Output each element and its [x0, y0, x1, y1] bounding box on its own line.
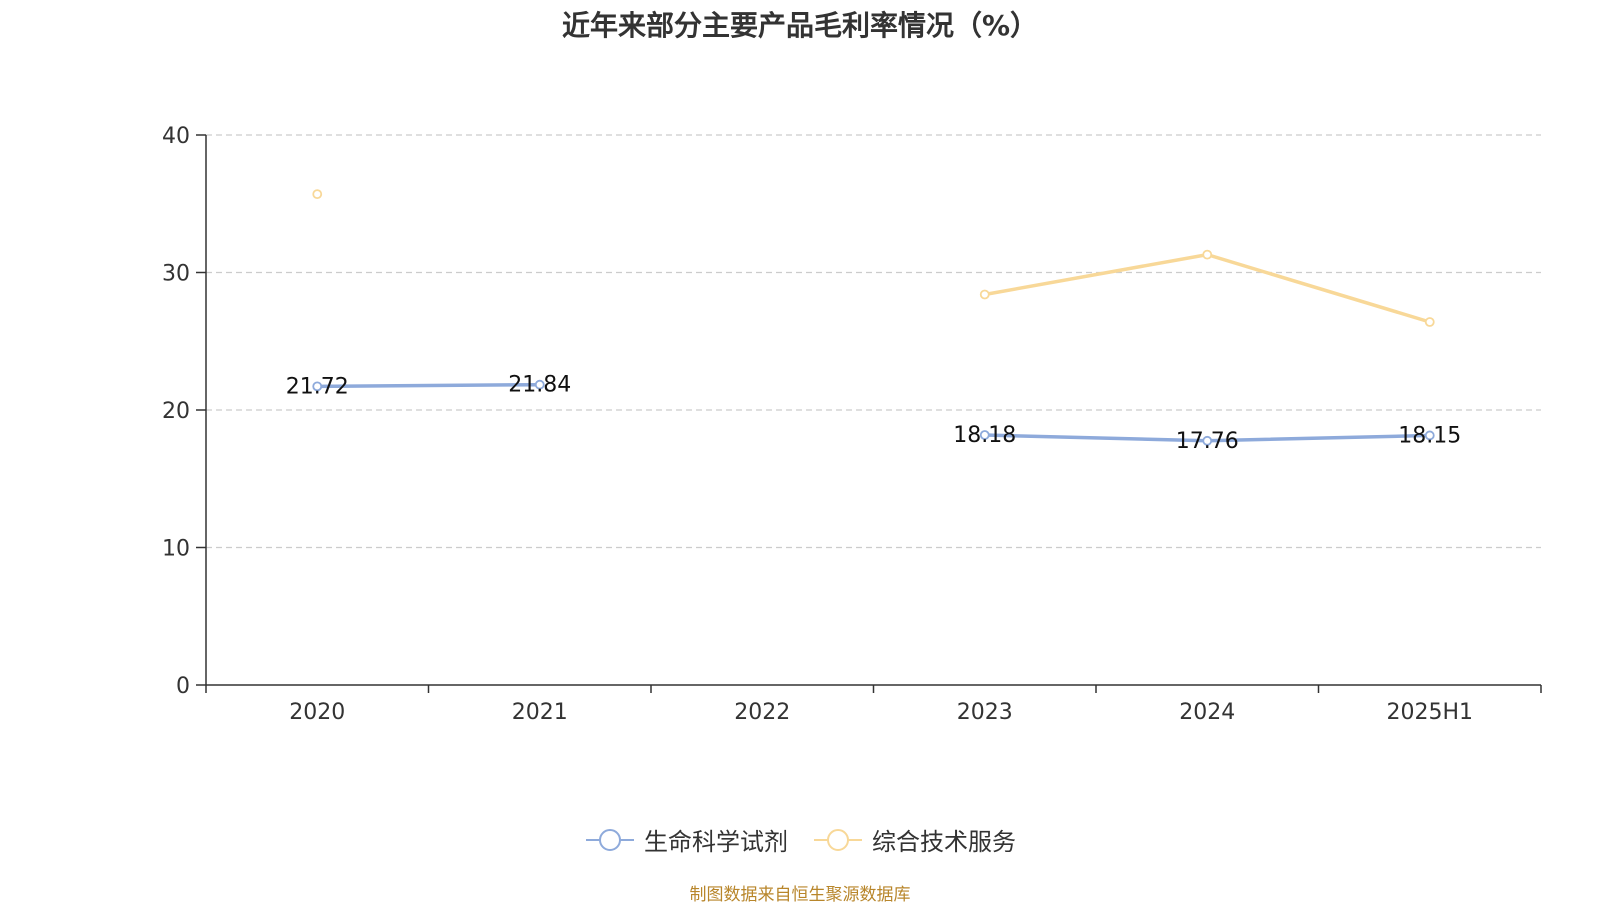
data-point [979, 289, 990, 300]
x-tick-label: 2024 [1179, 700, 1235, 725]
legend-item-technical-services[interactable]: 综合技术服务 [812, 822, 1016, 857]
data-label: 21.72 [286, 374, 349, 399]
series [312, 189, 1435, 446]
data-point [1424, 430, 1435, 441]
data-point [1424, 317, 1435, 327]
data-labels: 21.72 21.84 18.18 17.76 18.15 [286, 373, 1461, 454]
data-label: 18.18 [953, 423, 1016, 448]
source-note: 制图数据来自恒生聚源数据库 [689, 885, 911, 905]
data-point [534, 379, 545, 390]
chart-title: 近年来部分主要产品毛利率情况（%） [561, 9, 1039, 42]
series-line [984, 252, 1431, 324]
legend-line-circle-icon [814, 828, 862, 851]
y-tick-label: 20 [162, 399, 190, 424]
line-chart: 0 10 20 30 40 2020 2021 2022 2023 2024 2025H1 21.7… [162, 124, 1542, 725]
x-tick-label: 2025H1 [1386, 700, 1473, 725]
axes: 0 10 20 30 40 2020 2021 2022 2023 2024 2025H1 [162, 124, 1542, 725]
x-tick-label: 2022 [734, 700, 790, 725]
gridlines [206, 134, 1541, 549]
legend-label: 生命科学试剂 [644, 828, 788, 856]
data-point [979, 430, 990, 440]
legend: 生命科学试剂 综合技术服务 [0, 822, 1600, 857]
data-point [312, 189, 323, 200]
data-point [312, 381, 323, 392]
x-tick-label: 2021 [512, 700, 568, 725]
data-label: 21.84 [508, 373, 571, 398]
legend-line-circle-icon [586, 828, 634, 851]
y-tick-label: 30 [162, 262, 190, 287]
data-point [1202, 435, 1213, 446]
y-tick-label: 40 [162, 124, 190, 149]
legend-label: 综合技术服务 [872, 828, 1016, 856]
y-tick-label: 0 [176, 674, 190, 699]
x-tick-label: 2023 [957, 700, 1013, 725]
data-label: 17.76 [1176, 429, 1239, 454]
x-tick-label: 2020 [289, 700, 345, 725]
series-line [317, 382, 540, 389]
data-point [1202, 249, 1213, 260]
data-label: 18.15 [1398, 423, 1461, 448]
y-tick-label: 10 [162, 537, 190, 562]
legend-item-life-science-reagents[interactable]: 生命科学试剂 [584, 822, 788, 857]
